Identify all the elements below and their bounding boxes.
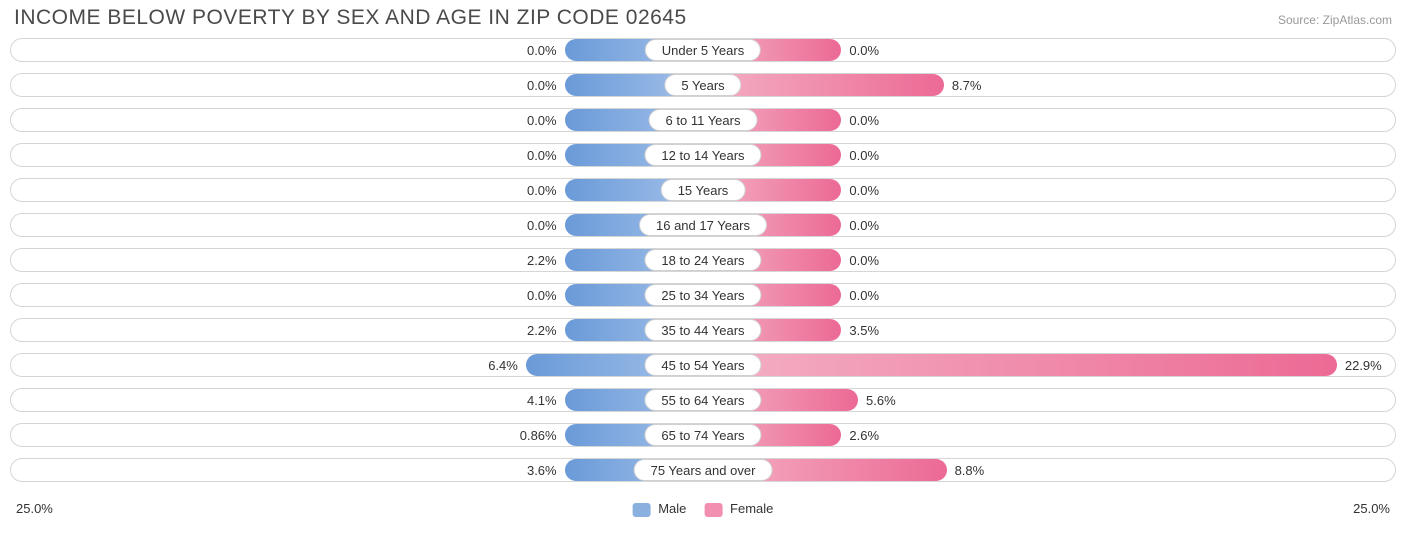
chart-row: 0.0% 0.0% 15 Years <box>10 178 1396 202</box>
value-male: 0.86% <box>520 424 557 446</box>
chart-row: 3.6% 8.8% 75 Years and over <box>10 458 1396 482</box>
value-female: 0.0% <box>849 39 879 61</box>
axis-max-right: 25.0% <box>1353 501 1390 516</box>
category-label: 65 to 74 Years <box>644 424 761 446</box>
legend-female-label: Female <box>730 501 773 516</box>
chart-row: 0.0% 8.7% 5 Years <box>10 73 1396 97</box>
chart-row: 2.2% 0.0% 18 to 24 Years <box>10 248 1396 272</box>
value-male: 2.2% <box>527 319 557 341</box>
value-female: 5.6% <box>866 389 896 411</box>
chart-row: 0.0% 0.0% 25 to 34 Years <box>10 283 1396 307</box>
category-label: 75 Years and over <box>634 459 773 481</box>
category-label: 25 to 34 Years <box>644 284 761 306</box>
legend-male-label: Male <box>658 501 686 516</box>
value-male: 2.2% <box>527 249 557 271</box>
chart-title: INCOME BELOW POVERTY BY SEX AND AGE IN Z… <box>14 6 687 30</box>
category-label: 16 and 17 Years <box>639 214 767 236</box>
chart-row: 2.2% 3.5% 35 to 44 Years <box>10 318 1396 342</box>
category-label: 18 to 24 Years <box>644 249 761 271</box>
category-label: Under 5 Years <box>645 39 761 61</box>
value-female: 8.7% <box>952 74 982 96</box>
value-female: 3.5% <box>849 319 879 341</box>
value-female: 0.0% <box>849 109 879 131</box>
category-label: 45 to 54 Years <box>644 354 761 376</box>
chart-row: 0.0% 0.0% Under 5 Years <box>10 38 1396 62</box>
chart-row: 0.0% 0.0% 12 to 14 Years <box>10 143 1396 167</box>
axis-max-left: 25.0% <box>16 501 53 516</box>
value-male: 0.0% <box>527 74 557 96</box>
value-male: 3.6% <box>527 459 557 481</box>
value-male: 0.0% <box>527 284 557 306</box>
category-label: 35 to 44 Years <box>644 319 761 341</box>
swatch-male <box>633 503 651 517</box>
legend-female: Female <box>704 501 773 517</box>
chart-row: 0.0% 0.0% 16 and 17 Years <box>10 213 1396 237</box>
value-male: 0.0% <box>527 214 557 236</box>
chart-row: 6.4% 22.9% 45 to 54 Years <box>10 353 1396 377</box>
value-female: 2.6% <box>849 424 879 446</box>
legend: Male Female <box>633 501 774 517</box>
value-female: 22.9% <box>1345 354 1382 376</box>
value-female: 0.0% <box>849 284 879 306</box>
value-male: 0.0% <box>527 144 557 166</box>
category-label: 6 to 11 Years <box>649 109 758 131</box>
value-male: 0.0% <box>527 179 557 201</box>
chart-row: 4.1% 5.6% 55 to 64 Years <box>10 388 1396 412</box>
swatch-female <box>704 503 722 517</box>
value-female: 8.8% <box>955 459 985 481</box>
chart-row: 0.0% 0.0% 6 to 11 Years <box>10 108 1396 132</box>
bar-female <box>703 354 1337 376</box>
value-female: 0.0% <box>849 144 879 166</box>
category-label: 15 Years <box>661 179 746 201</box>
value-female: 0.0% <box>849 214 879 236</box>
chart-source: Source: ZipAtlas.com <box>1278 13 1392 27</box>
chart-row: 0.86% 2.6% 65 to 74 Years <box>10 423 1396 447</box>
category-label: 5 Years <box>664 74 741 96</box>
value-male: 6.4% <box>488 354 518 376</box>
legend-male: Male <box>633 501 687 517</box>
diverging-bar-chart: 0.0%0.0%Under 5 Years0.0%8.7%5 Years0.0%… <box>0 38 1406 499</box>
category-label: 12 to 14 Years <box>644 144 761 166</box>
value-female: 0.0% <box>849 249 879 271</box>
value-male: 4.1% <box>527 389 557 411</box>
value-male: 0.0% <box>527 39 557 61</box>
value-male: 0.0% <box>527 109 557 131</box>
category-label: 55 to 64 Years <box>644 389 761 411</box>
value-female: 0.0% <box>849 179 879 201</box>
